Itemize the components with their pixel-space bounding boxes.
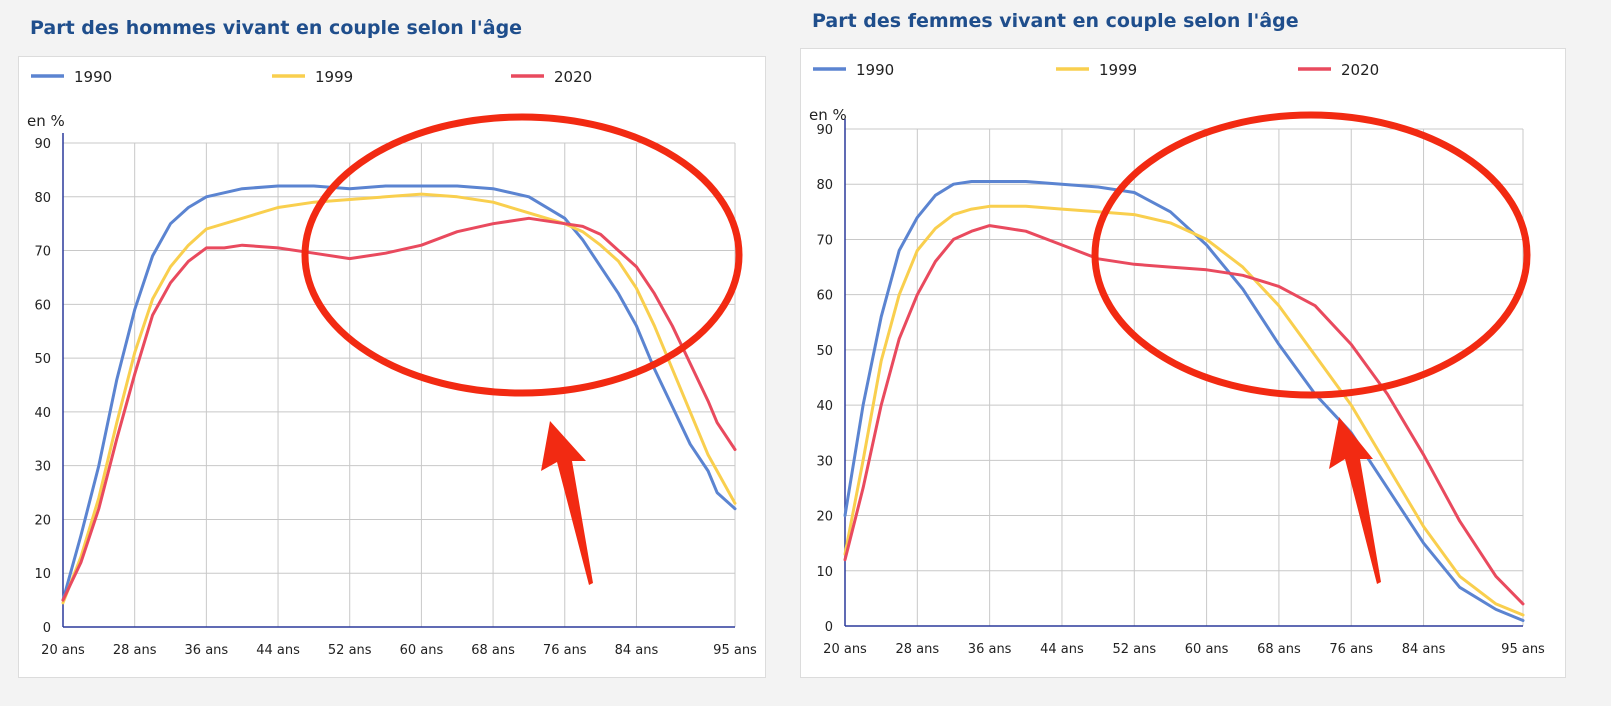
- series-line-2020: [843, 224, 1525, 606]
- x-tick-label: 28 ans: [113, 643, 157, 658]
- y-tick-label: 70: [816, 233, 833, 248]
- series-line-1999: [843, 204, 1525, 617]
- x-tick-label: 95 ans: [1501, 642, 1545, 657]
- y-tick-label: 40: [34, 406, 51, 421]
- x-tick-label: 68 ans: [1257, 642, 1301, 657]
- legend-label-1999: 1999: [315, 68, 353, 86]
- y-tick-label: 50: [34, 352, 51, 367]
- y-tick-label: 0: [43, 621, 51, 636]
- x-tick-label: 28 ans: [895, 642, 939, 657]
- x-tick-label: 44 ans: [256, 643, 300, 658]
- x-tick-label: 60 ans: [400, 643, 444, 658]
- x-tick-label: 95 ans: [713, 643, 757, 658]
- legend-label-2020: 2020: [1341, 61, 1379, 79]
- y-tick-label: 60: [34, 298, 51, 313]
- chart-title-men: Part des hommes vivant en couple selon l…: [30, 17, 523, 39]
- y-tick-label: 20: [34, 513, 51, 528]
- x-tick-label: 44 ans: [1040, 642, 1084, 657]
- y-unit-label: en %: [809, 106, 847, 124]
- y-tick-label: 50: [816, 344, 833, 359]
- x-tick-label: 76 ans: [1329, 642, 1373, 657]
- y-tick-label: 90: [816, 123, 833, 138]
- line-chart-women: 1990 1999 2020 en % 0 10 20 30 40 50 60 70 80 90 20 an…: [809, 61, 1545, 657]
- series-line-2020: [61, 216, 737, 602]
- line-chart-men: 1990 1999 2020 en % 0 10 20 30 40 50 60 70 80 90 20 an…: [27, 68, 757, 658]
- y-tick-label: 90: [34, 137, 51, 152]
- x-tick-label: 52 ans: [1112, 642, 1156, 657]
- annotation-ellipse: [301, 113, 743, 397]
- chart-panel-men: 1990 1999 2020 en % 0 10 20 30 40 50 60 70 80 90 20 an…: [18, 56, 766, 678]
- y-tick-label: 30: [816, 454, 833, 469]
- x-tick-label: 52 ans: [328, 643, 372, 658]
- y-tick-label: 0: [825, 620, 833, 635]
- x-tick-label: 68 ans: [471, 643, 515, 658]
- y-tick-label: 60: [816, 289, 833, 304]
- legend-label-2020: 2020: [554, 68, 592, 86]
- x-tick-label: 60 ans: [1185, 642, 1229, 657]
- legend-label-1990: 1990: [856, 61, 894, 79]
- y-tick-label: 30: [34, 460, 51, 475]
- legend-label-1999: 1999: [1099, 61, 1137, 79]
- y-tick-label: 80: [816, 178, 833, 193]
- y-tick-label: 80: [34, 191, 51, 206]
- y-tick-label: 40: [816, 399, 833, 414]
- x-tick-label: 84 ans: [615, 643, 659, 658]
- annotation-arrow: [1329, 417, 1381, 584]
- y-unit-label: en %: [27, 112, 65, 130]
- x-tick-label: 76 ans: [543, 643, 587, 658]
- chart-title-women: Part des femmes vivant en couple selon l…: [812, 10, 1299, 32]
- y-tick-label: 10: [34, 567, 51, 582]
- legend-label-1990: 1990: [74, 68, 112, 86]
- x-tick-label: 36 ans: [185, 643, 229, 658]
- annotation-ellipse: [1091, 111, 1531, 399]
- x-tick-label: 84 ans: [1402, 642, 1446, 657]
- chart-panel-women: 1990 1999 2020 en % 0 10 20 30 40 50 60 70 80 90 20 an…: [800, 48, 1566, 678]
- x-tick-label: 20 ans: [41, 643, 85, 658]
- series-line-1990: [61, 184, 737, 602]
- y-tick-label: 70: [34, 245, 51, 260]
- x-tick-label: 20 ans: [823, 642, 867, 657]
- series-line-1999: [61, 192, 737, 605]
- y-tick-label: 20: [816, 510, 833, 525]
- annotation-arrow: [541, 421, 593, 585]
- y-tick-label: 10: [816, 565, 833, 580]
- x-tick-label: 36 ans: [968, 642, 1012, 657]
